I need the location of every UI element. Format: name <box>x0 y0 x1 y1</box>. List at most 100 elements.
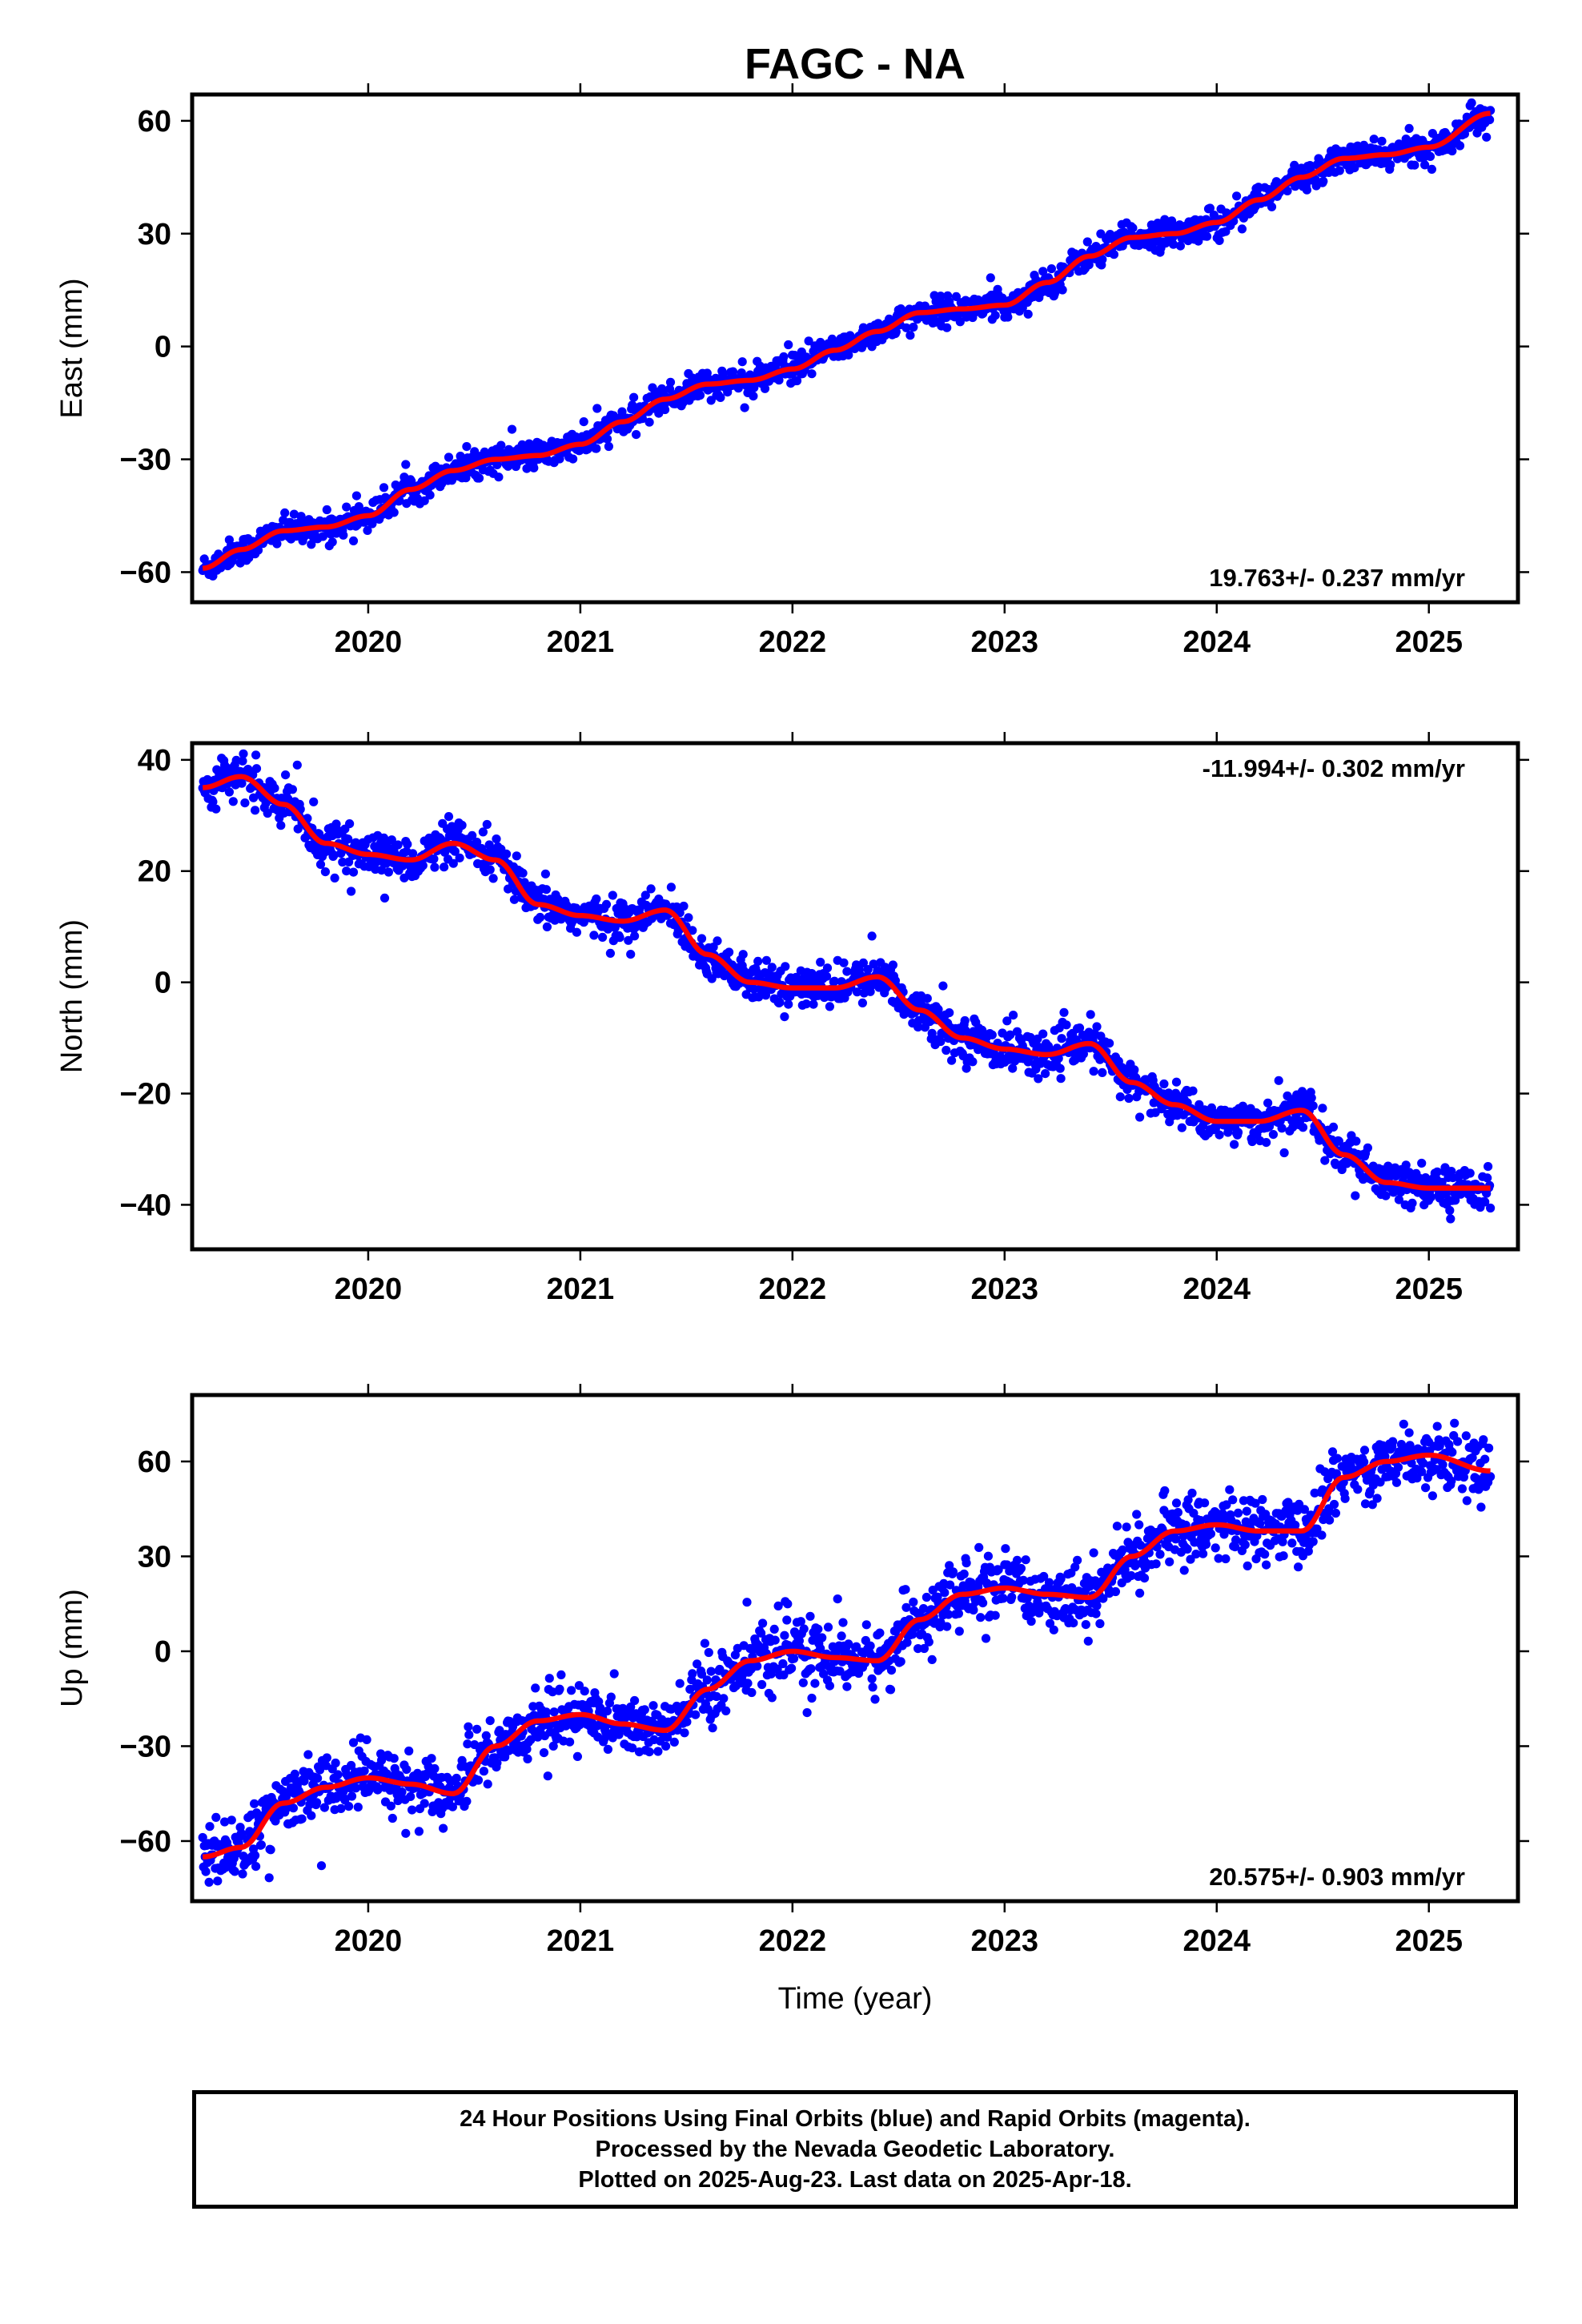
up-data-point <box>427 1754 436 1763</box>
up-data-point <box>603 1744 613 1754</box>
up-data-point <box>757 1679 767 1690</box>
up-data-point <box>1182 1544 1192 1554</box>
up-data-point <box>1359 1458 1369 1467</box>
up-data-point <box>780 1630 789 1640</box>
north-data-point <box>455 853 464 862</box>
east-data-point <box>1420 160 1430 170</box>
north-data-point <box>626 950 636 959</box>
north-data-point <box>968 1057 978 1067</box>
north-data-point <box>1274 1076 1283 1085</box>
up-data-point <box>1221 1554 1231 1564</box>
up-data-point <box>1191 1550 1201 1559</box>
north-data-point <box>482 819 492 830</box>
north-data-point <box>1002 1016 1012 1026</box>
east-data-point <box>492 460 502 470</box>
east-data-point <box>1315 155 1324 165</box>
east-data-point <box>716 392 725 402</box>
up-data-point <box>479 1767 489 1776</box>
up-data-point <box>767 1693 777 1703</box>
up-data-point <box>706 1667 716 1676</box>
up-data-point <box>1251 1498 1260 1508</box>
up-data-point <box>823 1622 833 1632</box>
up-data-point <box>919 1643 929 1654</box>
up-data-point <box>704 1647 713 1658</box>
up-data-point <box>1165 1557 1174 1566</box>
north-data-point <box>1263 1098 1273 1108</box>
east-data-point <box>1221 227 1231 236</box>
up-data-point <box>1070 1562 1080 1572</box>
up-data-point <box>901 1585 910 1594</box>
north-data-point <box>713 936 722 946</box>
east-data-point <box>1109 250 1118 259</box>
up-data-point <box>1122 1522 1131 1532</box>
up-data-point <box>549 1707 559 1717</box>
up-data-point <box>1171 1498 1182 1508</box>
up-data-point <box>264 1873 274 1883</box>
north-data-point <box>345 819 355 829</box>
up-data-point <box>1231 1542 1240 1552</box>
east-data-point <box>592 404 602 413</box>
east-data-point <box>909 322 918 332</box>
east-data-point <box>695 390 705 400</box>
up-data-point <box>1179 1566 1189 1575</box>
up-data-point <box>708 1723 717 1733</box>
east-data-point <box>379 483 389 493</box>
east-data-point <box>1175 241 1185 251</box>
up-data-point <box>205 1822 215 1831</box>
up-data-point <box>1367 1500 1377 1510</box>
north-data-point <box>592 894 601 904</box>
up-data-point <box>990 1610 1000 1620</box>
up-data-point <box>640 1705 649 1715</box>
north-data-point <box>615 933 624 943</box>
north-data-point <box>1188 1086 1198 1096</box>
up-data-point <box>596 1703 605 1713</box>
north-x-tick-label: 2023 <box>971 1273 1039 1306</box>
up-data-point <box>838 1618 848 1627</box>
north-data-point <box>1057 1034 1066 1043</box>
up-data-point <box>251 1851 260 1860</box>
north-data-point <box>315 859 326 869</box>
up-data-point <box>661 1741 671 1751</box>
up-data-point <box>1018 1575 1028 1585</box>
figure-title: FAGC - NA <box>745 40 966 88</box>
east-plot-frame <box>190 92 1520 605</box>
up-data-point <box>618 1703 628 1713</box>
north-data-point <box>1247 1136 1257 1147</box>
up-data-point <box>1255 1518 1265 1529</box>
up-data-point <box>382 1769 391 1779</box>
up-data-point <box>1201 1539 1211 1549</box>
north-data-point <box>208 797 218 806</box>
north-data-point <box>292 760 302 770</box>
up-data-point <box>1325 1515 1335 1525</box>
north-data-point <box>947 1055 957 1065</box>
up-data-point <box>1151 1559 1161 1569</box>
east-data-point <box>733 384 743 393</box>
north-data-point <box>697 934 707 943</box>
east-data-point <box>740 403 749 412</box>
east-data-point <box>1283 186 1292 195</box>
north-data-point <box>725 947 734 957</box>
north-data-point <box>738 950 748 959</box>
up-data-point <box>1233 1508 1243 1518</box>
east-data-point <box>496 440 506 450</box>
east-data-point <box>1467 98 1476 108</box>
up-data-point <box>778 1659 788 1669</box>
north-data-point <box>263 808 272 818</box>
up-data-point <box>1187 1488 1197 1498</box>
up-data-point <box>1045 1618 1055 1628</box>
north-data-point <box>679 901 689 911</box>
east-data-point <box>592 444 601 453</box>
north-data-point <box>1124 1093 1134 1104</box>
north-data-point <box>1055 1063 1065 1073</box>
up-data-point <box>256 1840 266 1850</box>
north-data-point <box>344 857 354 866</box>
up-data-point <box>548 1741 558 1751</box>
north-data-point <box>624 935 633 945</box>
north-data-point <box>1432 1167 1442 1176</box>
north-data-point <box>801 999 811 1009</box>
north-data-point <box>1223 1128 1233 1137</box>
up-data-point <box>1412 1474 1422 1483</box>
up-data-point <box>946 1580 955 1590</box>
east-data-point <box>901 323 911 332</box>
